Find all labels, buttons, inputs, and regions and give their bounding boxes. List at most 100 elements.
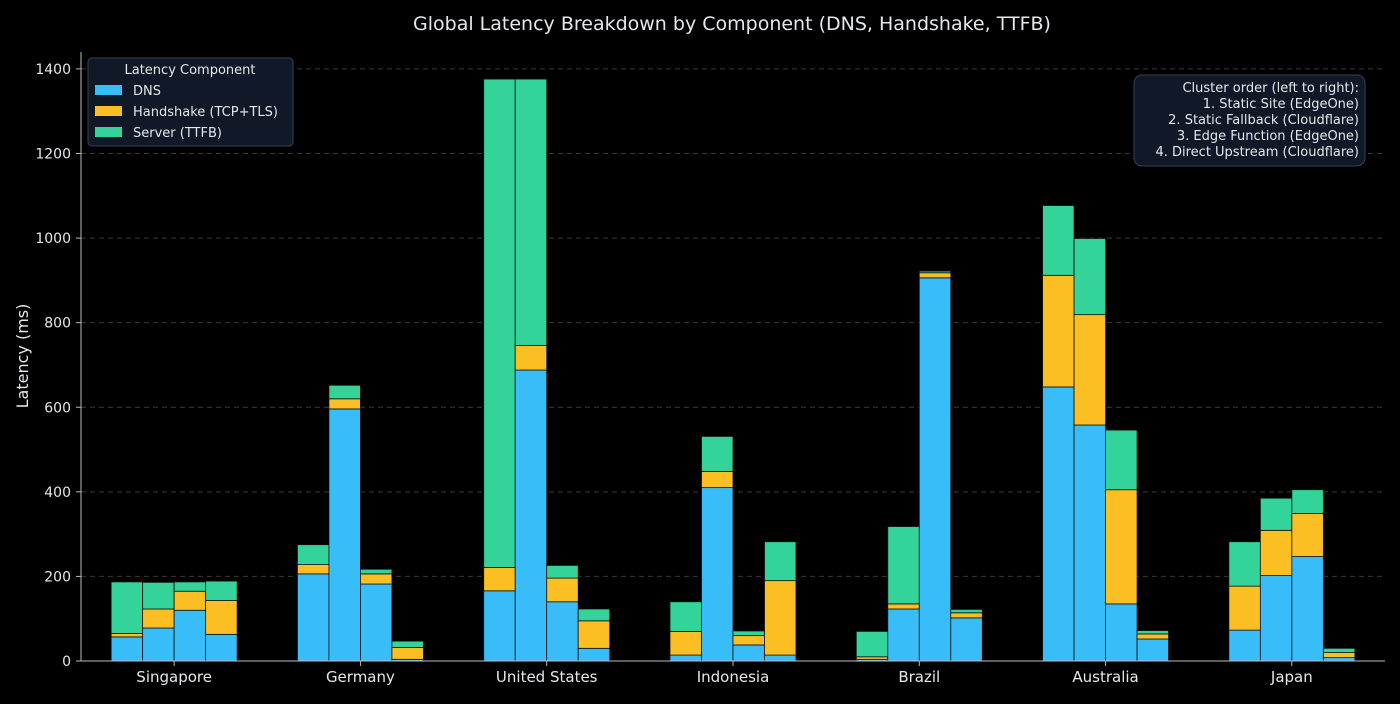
bar-united-states-cluster-4-dns [577,647,611,662]
bar-indonesia-cluster-4-server-ttfb [764,541,797,582]
bar-germany-cluster-2-handshake-tcp-tls [328,398,361,410]
bar-united-states-cluster-1-handshake-tcp-tls [483,567,516,592]
bar-australia-cluster-1-dns [1042,386,1075,662]
bar-australia-cluster-4-server-ttfb [1136,630,1169,635]
legend-title: Latency Component [125,63,256,78]
bar-germany-cluster-1-dns [297,573,330,662]
bar-australia-cluster-3-handshake-tcp-tls [1105,489,1138,605]
bar-japan-cluster-4-handshake-tcp-tls [1322,652,1356,659]
chart-title: Global Latency Breakdown by Component (D… [413,13,1051,35]
bar-australia-cluster-4-dns [1136,638,1169,662]
bar-united-states-cluster-2-dns [514,369,548,662]
legend-swatch-dns [95,85,122,95]
bar-japan-cluster-1-dns [1228,629,1261,662]
bar-germany-cluster-1-server-ttfb [297,544,330,565]
bar-brazil-cluster-1-server-ttfb [855,630,889,658]
x-tick-label-japan: Japan [1270,668,1313,686]
x-tick-label-singapore: Singapore [136,668,212,686]
bar-australia-cluster-2-server-ttfb [1073,238,1106,316]
legend-label-handshake-tcp-tls: Handshake (TCP+TLS) [133,105,278,120]
bar-indonesia-cluster-3-server-ttfb [732,630,765,637]
bar-germany-cluster-3-dns [360,583,393,662]
y-tick-label: 800 [44,316,71,332]
y-tick-label: 1200 [35,147,71,163]
bar-singapore-cluster-4-server-ttfb [205,580,238,601]
bar-japan-cluster-2-dns [1259,575,1293,662]
bar-brazil-cluster-4-dns [950,617,983,662]
x-tick-label-united-states: United States [496,668,598,686]
bar-australia-cluster-3-server-ttfb [1105,429,1138,491]
bar-australia-cluster-3-dns [1105,603,1138,662]
bar-indonesia-cluster-1-handshake-tcp-tls [669,630,702,656]
bar-australia-cluster-1-server-ttfb [1042,205,1075,276]
bars-layer [110,78,1356,662]
legend-label-server-ttfb: Server (TTFB) [133,126,222,141]
bar-brazil-cluster-2-handshake-tcp-tls [887,603,920,610]
bar-germany-cluster-2-dns [328,408,361,662]
bar-germany-cluster-3-server-ttfb [360,568,393,575]
y-tick-label: 400 [44,485,71,501]
legend-swatch-server-ttfb [95,127,122,137]
bar-brazil-cluster-3-server-ttfb [918,270,952,274]
bar-japan-cluster-1-handshake-tcp-tls [1228,585,1261,631]
bar-germany-cluster-2-server-ttfb [328,384,361,400]
bar-indonesia-cluster-4-handshake-tcp-tls [764,580,797,656]
annotation-line-1: Cluster order (left to right): [1182,81,1359,96]
bar-united-states-cluster-1-server-ttfb [483,78,516,568]
bar-singapore-cluster-3-handshake-tcp-tls [173,590,207,611]
y-tick-label: 600 [44,400,71,416]
annotation-line-3: 2. Static Fallback (Cloudflare) [1168,113,1359,128]
bar-brazil-cluster-3-dns [918,277,952,662]
bar-united-states-cluster-3-server-ttfb [546,565,579,579]
bar-united-states-cluster-3-handshake-tcp-tls [546,577,579,603]
legend-box [87,57,294,147]
bar-australia-cluster-1-handshake-tcp-tls [1042,274,1075,388]
bar-singapore-cluster-1-server-ttfb [110,581,144,634]
annotation-line-4: 3. Edge Function (EdgeOne) [1177,129,1359,144]
x-tick-labels: Singapore Germany United States Indonesia Br… [136,668,1312,686]
legend: Latency Component DNS Handshake (TCP+TLS) S… [87,57,294,147]
y-tick-label: 200 [44,569,71,585]
bar-singapore-cluster-2-dns [142,627,175,662]
y-tick-label: 1400 [35,62,71,78]
bar-brazil-cluster-3-handshake-tcp-tls [918,272,952,279]
bar-indonesia-cluster-3-handshake-tcp-tls [732,635,765,646]
bar-singapore-cluster-3-dns [173,609,207,662]
bar-japan-cluster-2-handshake-tcp-tls [1259,529,1293,576]
bar-australia-cluster-2-handshake-tcp-tls [1073,314,1106,426]
bar-japan-cluster-2-server-ttfb [1259,497,1293,531]
bar-japan-cluster-3-dns [1291,556,1324,662]
bar-australia-cluster-2-dns [1073,424,1106,662]
y-tick-label: 1000 [35,231,71,247]
annotation-line-5: 4. Direct Upstream (Cloudflare) [1155,145,1359,160]
x-tick-label-indonesia: Indonesia [697,668,770,686]
bar-australia-cluster-4-handshake-tcp-tls [1136,633,1169,640]
bar-brazil-cluster-2-server-ttfb [887,526,920,605]
bar-united-states-cluster-2-handshake-tcp-tls [514,345,548,371]
bar-japan-cluster-3-server-ttfb [1291,489,1324,514]
bar-brazil-cluster-2-dns [887,608,920,662]
bar-singapore-cluster-4-handshake-tcp-tls [205,600,238,635]
bar-japan-cluster-4-server-ttfb [1322,647,1356,653]
bar-singapore-cluster-1-handshake-tcp-tls [110,633,144,638]
bar-united-states-cluster-4-handshake-tcp-tls [577,620,611,649]
bar-indonesia-cluster-2-handshake-tcp-tls [701,471,734,489]
cluster-order-annotation: Cluster order (left to right):1. Static … [1133,74,1366,167]
x-tick-label-germany: Germany [326,668,395,686]
x-tick-label-australia: Australia [1072,668,1138,686]
bar-united-states-cluster-3-dns [546,601,579,662]
legend-label-dns: DNS [133,84,161,99]
y-tick-label: 0 [62,654,71,670]
bar-germany-cluster-1-handshake-tcp-tls [297,564,330,575]
axes [76,52,1385,666]
bar-indonesia-cluster-2-server-ttfb [701,436,734,472]
y-axis-label: Latency (ms) [13,304,32,409]
bar-germany-cluster-3-handshake-tcp-tls [360,573,393,585]
bar-brazil-cluster-4-server-ttfb [950,609,983,614]
bar-brazil-cluster-4-handshake-tcp-tls [950,612,983,619]
y-tick-labels: 0 200 400 600 800 1000 1200 1400 [35,62,71,670]
bar-japan-cluster-4-dns [1322,657,1356,662]
bar-united-states-cluster-2-server-ttfb [514,78,548,346]
